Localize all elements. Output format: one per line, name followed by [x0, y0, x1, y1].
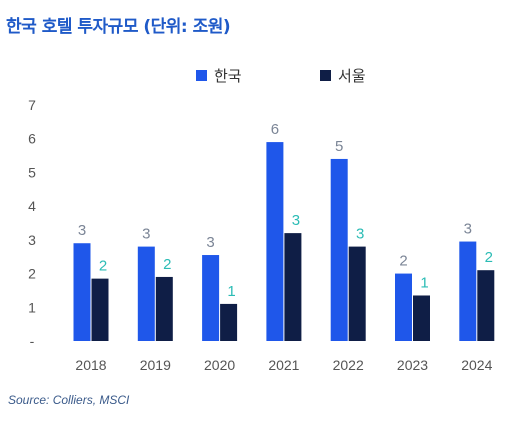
legend-swatch-korea: [196, 70, 207, 81]
bar-seoul: [348, 246, 366, 341]
bar-seoul: [220, 303, 238, 341]
bar-seoul: [413, 295, 430, 341]
y-tick-label: 2: [28, 266, 36, 282]
source-note: Source: Colliers, MSCI: [8, 393, 130, 407]
bar-seoul: [284, 233, 302, 341]
y-tick-label: 5: [28, 164, 36, 180]
y-tick-label: 6: [28, 131, 36, 147]
value-label-korea: 3: [464, 221, 472, 238]
value-label-seoul: 3: [356, 226, 364, 243]
value-label-korea: 3: [78, 222, 86, 239]
bar-korea: [395, 273, 412, 341]
y-tick-label: 1: [28, 299, 36, 315]
y-tick-label: 4: [28, 198, 36, 214]
bar-korea: [73, 243, 91, 341]
y-tick-label: -: [30, 333, 35, 349]
bar-korea: [266, 142, 284, 341]
x-tick-label: 2020: [204, 357, 235, 373]
value-label-seoul: 2: [99, 258, 107, 275]
bar-korea: [330, 158, 348, 341]
legend-label-seoul: 서울: [338, 67, 366, 85]
bar-seoul: [477, 270, 495, 341]
x-tick-label: 2018: [75, 357, 106, 373]
x-tick-label: 2021: [268, 357, 299, 373]
value-label-seoul: 1: [227, 283, 235, 300]
legend-label-korea: 한국: [214, 67, 242, 85]
value-label-korea: 6: [271, 121, 279, 138]
value-label-korea: 3: [206, 234, 214, 251]
y-tick-label: 3: [28, 232, 36, 248]
bar-korea: [459, 241, 477, 341]
chart-title: 한국 호텔 투자규모 (단위: 조원): [6, 17, 231, 37]
x-tick-label: 2019: [140, 357, 171, 373]
value-label-seoul: 2: [485, 249, 493, 266]
x-tick-label: 2022: [333, 357, 364, 373]
bar-seoul: [155, 276, 173, 341]
value-label-seoul: 2: [163, 256, 171, 273]
value-label-seoul: 1: [420, 274, 428, 291]
x-tick-label: 2024: [461, 357, 492, 373]
value-label-korea: 2: [399, 253, 407, 270]
bar-korea: [137, 246, 155, 341]
value-label-korea: 3: [142, 226, 150, 243]
y-tick-label: 7: [28, 97, 36, 113]
value-label-korea: 5: [335, 138, 343, 155]
x-tick-label: 2023: [397, 357, 428, 373]
legend-swatch-seoul: [320, 70, 331, 81]
bar-korea: [202, 255, 220, 341]
value-label-seoul: 3: [292, 212, 300, 229]
bar-seoul: [91, 278, 109, 341]
